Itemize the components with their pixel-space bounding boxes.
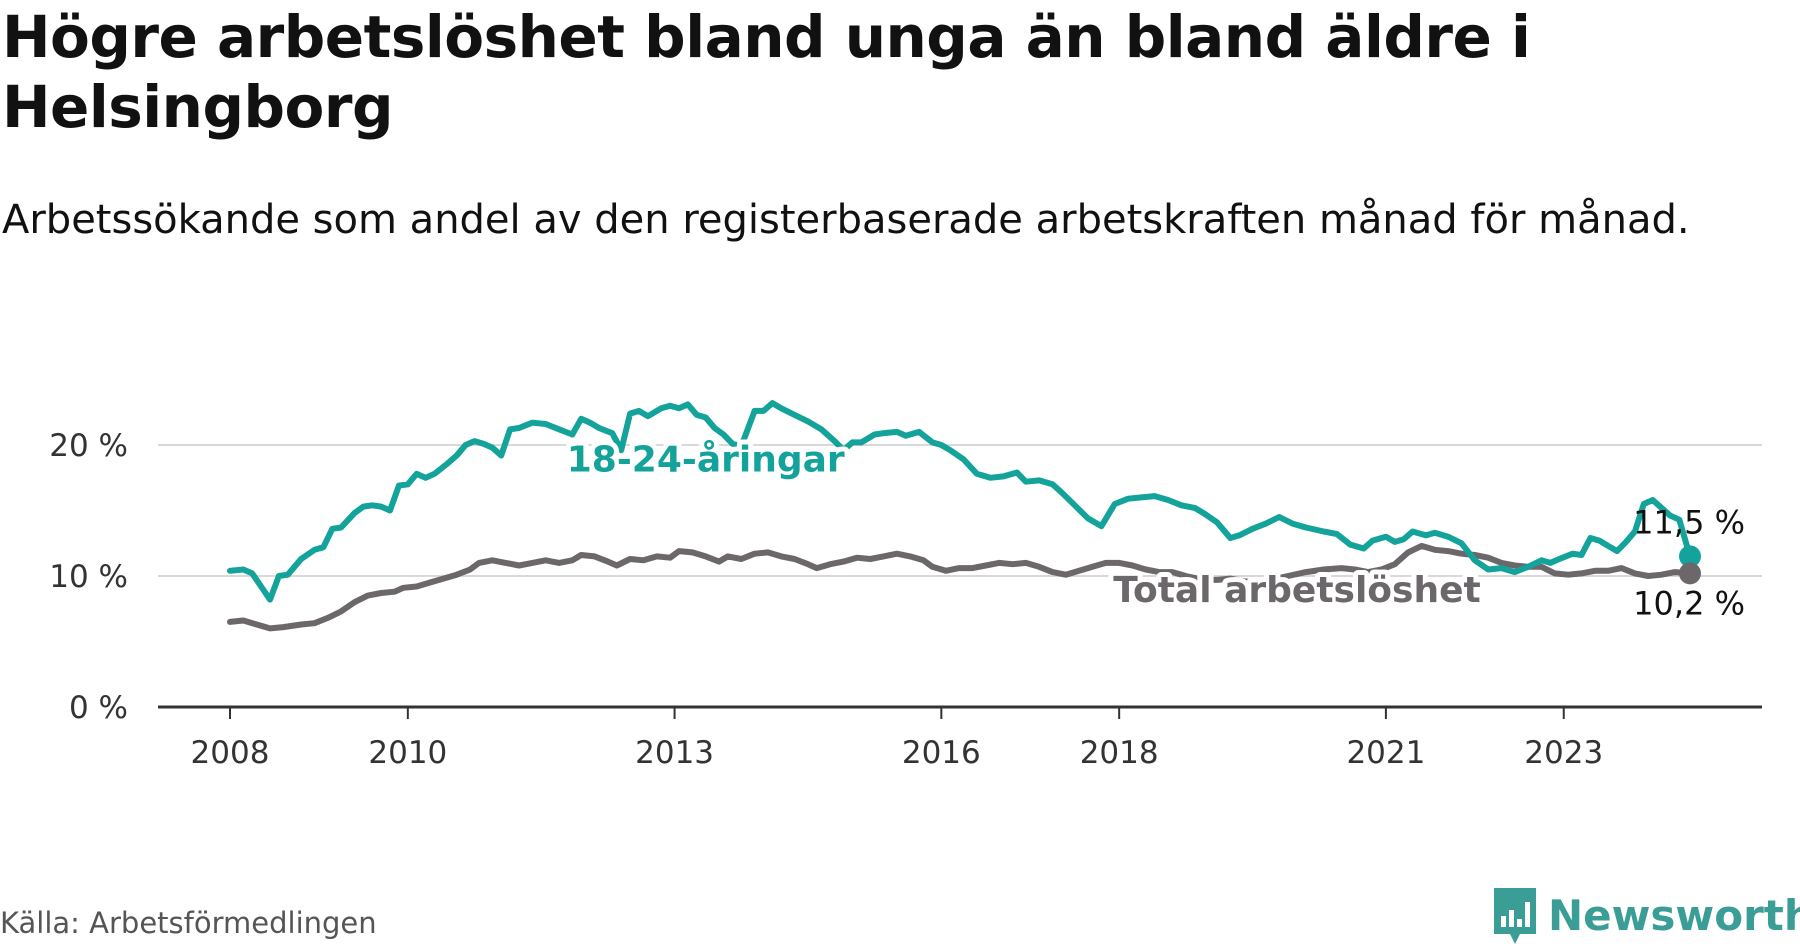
x-tick-label: 2021 xyxy=(1346,735,1425,771)
series-line-youth xyxy=(227,400,1693,603)
x-tick-label: 2008 xyxy=(191,735,270,771)
x-tick-label: 2016 xyxy=(902,735,981,771)
end-marker-youth xyxy=(1679,545,1701,568)
brand-logo: Newsworthy xyxy=(1490,886,1800,946)
series-lines xyxy=(227,400,1693,632)
x-tick-label: 2023 xyxy=(1524,735,1603,771)
y-tick-label: 10 % xyxy=(49,559,128,595)
newsworthy-logo-icon xyxy=(1494,888,1536,944)
series-label-total: Total arbetslöshet xyxy=(1113,570,1481,611)
y-tick-label: 20 % xyxy=(49,428,128,464)
chart-subtitle: Arbetssökande som andel av den registerb… xyxy=(2,197,1690,243)
end-value-label-total: 10,2 % xyxy=(1633,584,1745,622)
chart-title: Högre arbetslöshet bland unga än bland ä… xyxy=(2,3,1531,141)
grid-lines xyxy=(158,444,1762,577)
x-tick-label: 2010 xyxy=(368,735,447,771)
source-note: Källa: Arbetsförmedlingen xyxy=(0,906,377,940)
x-tick-label: 2018 xyxy=(1080,735,1159,771)
series-line-total xyxy=(227,542,1693,632)
y-axis-ticks: 0 % 10 % 20 % xyxy=(49,428,128,726)
end-marker-total xyxy=(1679,562,1701,585)
end-value-label-youth: 11,5 % xyxy=(1633,503,1745,541)
series-labels: 18-24-åringar Total arbetslöshet xyxy=(562,434,1486,616)
series-label-youth: 18-24-åringar xyxy=(567,439,845,480)
brand-name: Newsworthy xyxy=(1548,891,1800,940)
end-markers: 11,5 % 10,2 % xyxy=(1633,503,1745,622)
x-axis-ticks: 2008 2010 2013 2016 2018 2021 2023 xyxy=(191,707,1603,771)
y-tick-label: 0 % xyxy=(69,690,128,726)
x-tick-label: 2013 xyxy=(635,735,714,771)
